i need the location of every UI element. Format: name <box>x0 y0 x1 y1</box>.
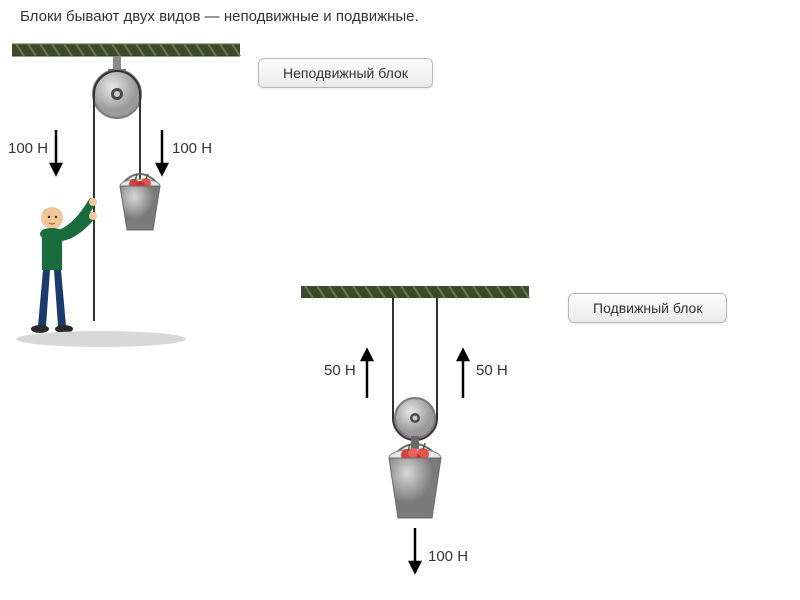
d1-force-right: 100 Н <box>172 140 212 157</box>
fixed-block-label: Неподвижный блок <box>258 58 433 88</box>
d2-force-down: 100 Н <box>428 548 468 565</box>
page-title: Блоки бывают двух видов — неподвижные и … <box>20 8 419 25</box>
d2-force-left: 50 Н <box>324 362 356 379</box>
d2-force-right: 50 Н <box>476 362 508 379</box>
movable-pulley-diagram <box>295 280 535 590</box>
fixed-pulley-diagram <box>6 36 246 366</box>
d1-force-left: 100 Н <box>8 140 48 157</box>
movable-block-label: Подвижный блок <box>568 293 727 323</box>
